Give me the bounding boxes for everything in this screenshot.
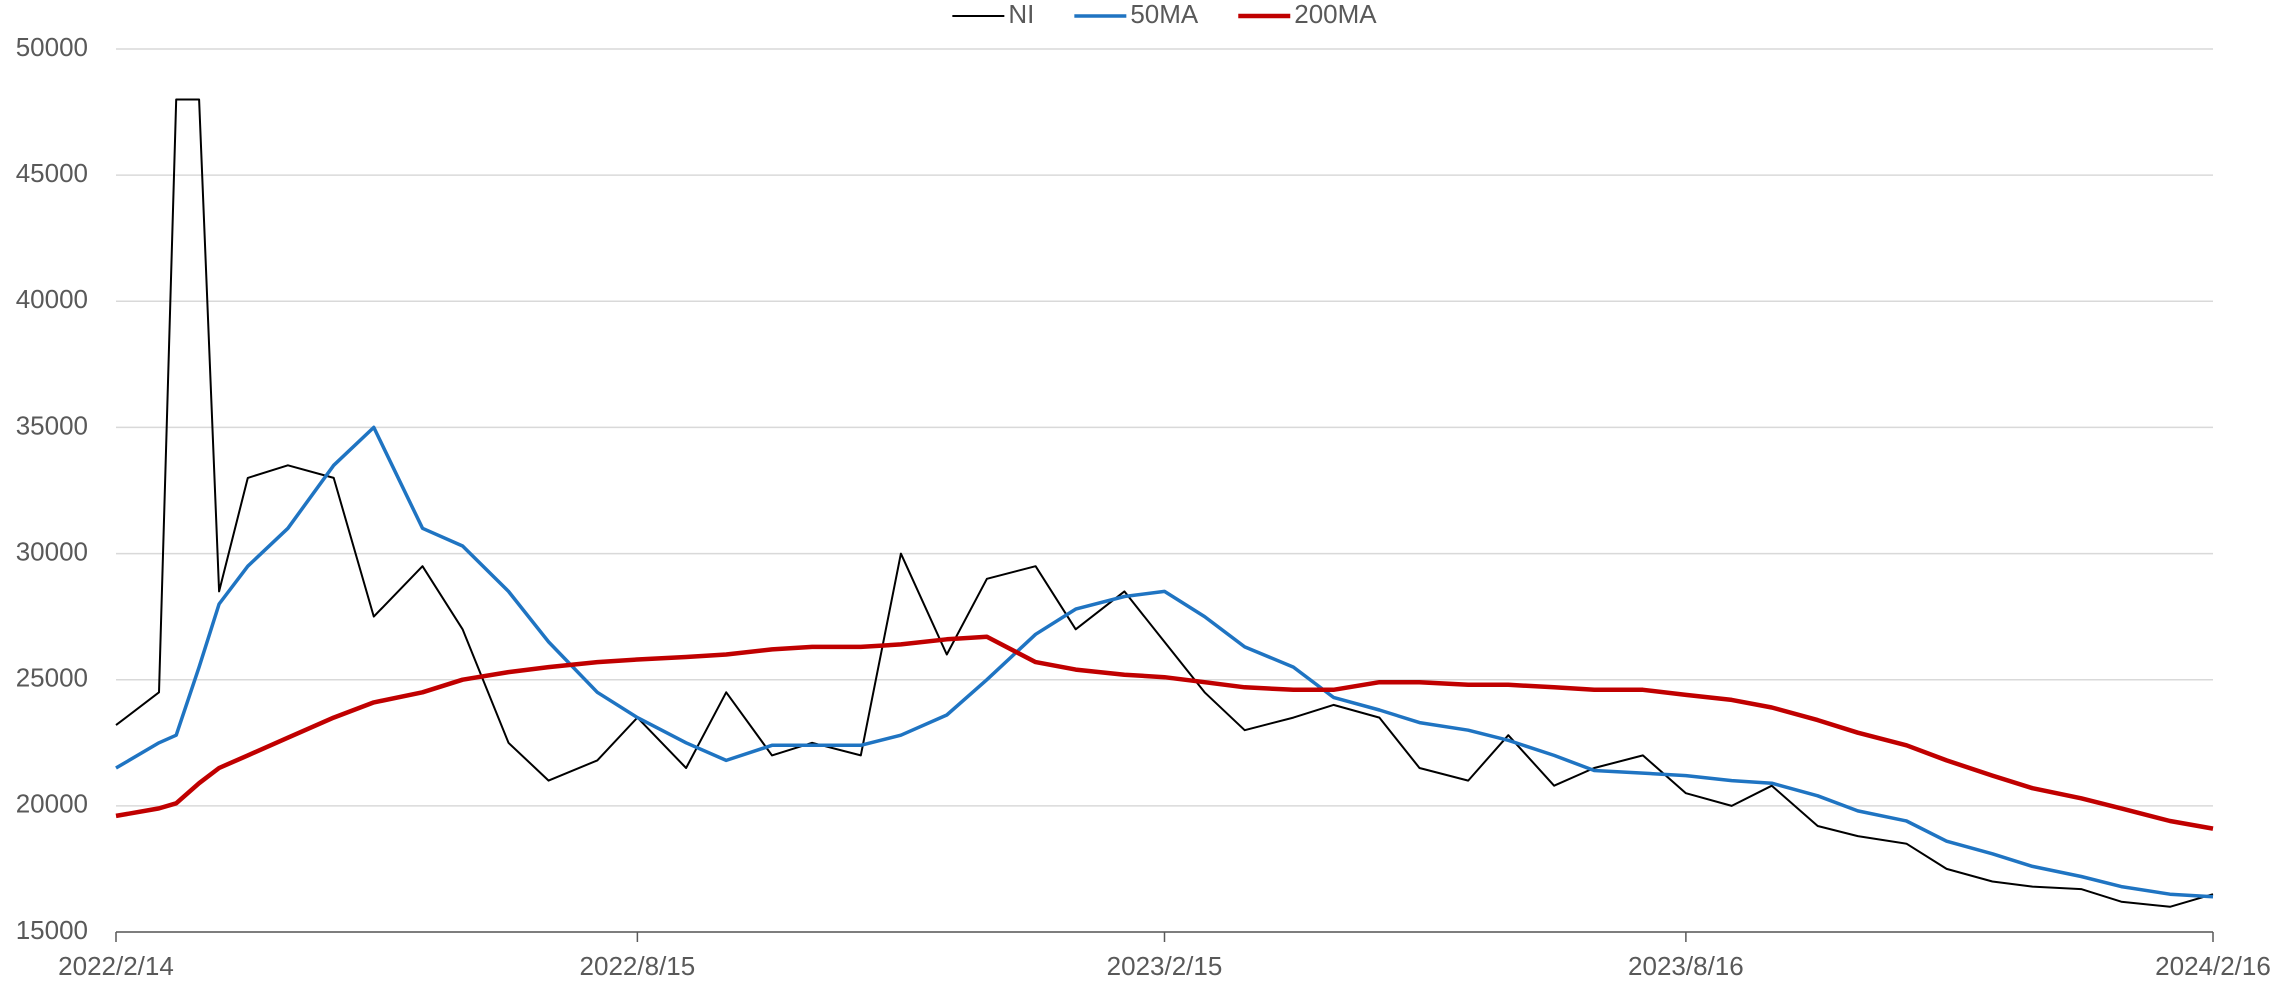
series-line (115, 425, 2214, 899)
y-tick-label: 20000 (16, 789, 88, 819)
legend-label: NI (1008, 0, 1034, 29)
legend: NI 50MA 200MA (952, 0, 1377, 29)
y-tick-label: 45000 (16, 158, 88, 188)
y-tick-label: 25000 (16, 663, 88, 693)
x-tick-label: 2023/2/15 (1107, 951, 1223, 981)
series-line (115, 634, 2214, 831)
series-line (115, 98, 2214, 908)
y-tick-label: 40000 (16, 284, 88, 314)
x-tick-label: 2022/8/15 (580, 951, 696, 981)
y-tick-label: 30000 (16, 536, 88, 566)
y-tick-label: 50000 (16, 32, 88, 62)
legend-label: 200MA (1294, 0, 1377, 29)
x-tick-label: 2022/2/14 (58, 951, 174, 981)
y-tick-label: 15000 (16, 915, 88, 945)
x-tick-label: 2024/2/16 (2155, 951, 2271, 981)
y-tick-label: 35000 (16, 410, 88, 440)
legend-label: 50MA (1130, 0, 1199, 29)
x-tick-label: 2023/8/16 (1628, 951, 1744, 981)
